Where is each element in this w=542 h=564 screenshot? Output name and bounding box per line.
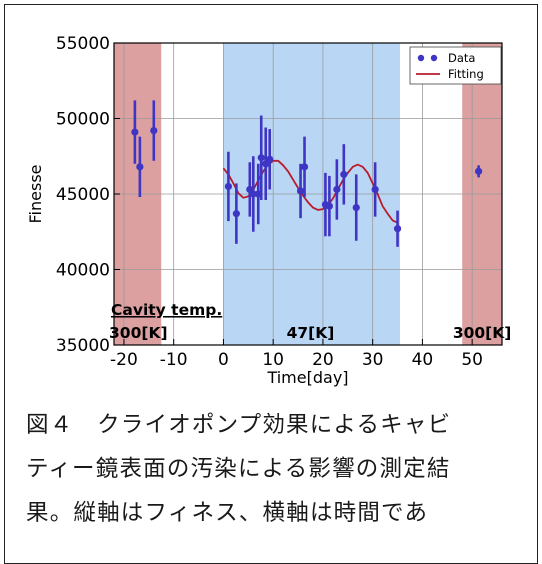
data-point-20 bbox=[475, 167, 483, 175]
x-tick-label-4: 20 bbox=[312, 350, 334, 370]
data-point-4 bbox=[232, 210, 240, 218]
y-axis-label: Finesse bbox=[26, 165, 45, 224]
data-point-10 bbox=[266, 155, 274, 163]
x-axis-label: Time[day] bbox=[266, 368, 348, 387]
data-point-15 bbox=[333, 185, 341, 194]
y-tick-label-2: 45000 bbox=[56, 185, 110, 205]
finesse-chart: -20 -10 0 10 20 30 40 50 35000 40000 45000 50000 550… bbox=[26, 34, 512, 387]
data-point-12 bbox=[300, 163, 309, 171]
data-point-16 bbox=[340, 170, 348, 178]
region-label-0: 300[K] bbox=[109, 324, 168, 342]
data-point-1 bbox=[136, 163, 144, 171]
data-point-0 bbox=[131, 128, 139, 136]
y-tick-label-1: 40000 bbox=[56, 261, 110, 281]
data-point-2 bbox=[150, 126, 158, 135]
legend-label-data: Data bbox=[448, 51, 475, 65]
data-point-8 bbox=[257, 154, 265, 162]
data-point-18 bbox=[371, 185, 379, 194]
data-point-3 bbox=[224, 182, 233, 191]
data-point-6 bbox=[249, 190, 257, 198]
x-tick-label-6: 40 bbox=[412, 350, 434, 370]
legend-label-fitting: Fitting bbox=[448, 67, 484, 81]
caption-line-3: 果。縦軸はフィネス、横軸は時間であ bbox=[26, 500, 429, 526]
x-tick-label-7: 50 bbox=[461, 350, 483, 370]
legend-box bbox=[409, 46, 502, 85]
x-tick-label-0: -20 bbox=[110, 350, 138, 370]
data-point-11 bbox=[296, 187, 305, 195]
data-point-17 bbox=[352, 203, 360, 212]
x-tick-label-1: -10 bbox=[160, 350, 188, 370]
region-label-2: 300[K] bbox=[453, 324, 512, 342]
x-tick-label-2: 0 bbox=[218, 350, 229, 370]
region-label-1: 47[K] bbox=[287, 324, 335, 342]
y-tick-label-4: 55000 bbox=[56, 34, 110, 54]
data-point-14 bbox=[325, 202, 333, 210]
y-tick-label-3: 50000 bbox=[56, 110, 110, 130]
caption-line-2: ティー鏡表面の汚染による影響の測定結 bbox=[26, 456, 451, 482]
x-tick-label-3: 10 bbox=[262, 350, 284, 370]
caption-line-1: 図４ クライオポンプ効果によるキャビ bbox=[26, 412, 452, 438]
legend-marker-data-2 bbox=[430, 54, 438, 62]
data-point-19 bbox=[393, 225, 402, 233]
region-title-label: Cavity temp. bbox=[111, 301, 222, 319]
legend-marker-data-1 bbox=[417, 54, 425, 62]
x-tick-label-5: 30 bbox=[362, 350, 384, 370]
y-tick-label-0: 35000 bbox=[56, 336, 110, 356]
